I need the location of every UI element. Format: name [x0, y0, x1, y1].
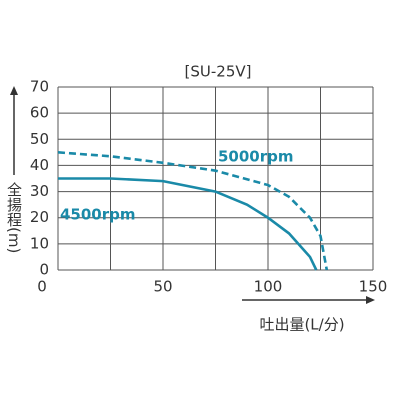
- y-tick-label: 20: [30, 208, 49, 226]
- series-label: 5000rpm: [218, 148, 294, 166]
- y-tick-label: 10: [30, 234, 49, 252]
- y-axis-label: 全揚程(m): [5, 181, 23, 253]
- series-label: 4500rpm: [60, 206, 136, 224]
- y-tick-label: 70: [30, 78, 49, 96]
- y-tick-label: 50: [30, 130, 49, 148]
- series-line: [57, 151, 329, 271]
- x-tick-label: 100: [254, 278, 283, 296]
- y-tick-label: 0: [39, 261, 49, 279]
- x-tick-label: 150: [359, 278, 388, 296]
- chart-title: [SU-25V]: [185, 63, 252, 81]
- x-arrowhead: [366, 296, 375, 304]
- y-tick-label: 40: [30, 156, 49, 174]
- x-tick-label: 50: [153, 278, 172, 296]
- series-line: [58, 177, 318, 271]
- y-tick-label: 60: [30, 104, 49, 122]
- x-tick-label: 0: [37, 278, 47, 296]
- y-tick-label: 30: [30, 182, 49, 200]
- y-arrowhead: [10, 86, 18, 95]
- x-axis-label: 吐出量(L/分): [259, 316, 344, 334]
